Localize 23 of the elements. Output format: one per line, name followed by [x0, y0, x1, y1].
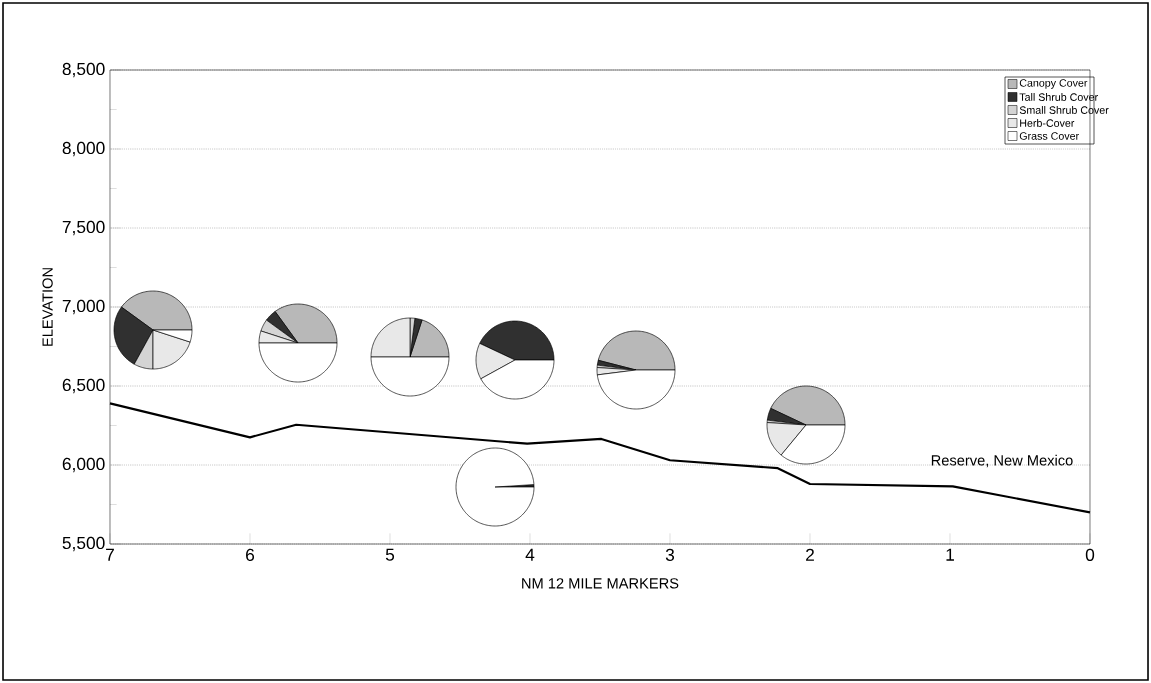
y-tick-label: 8,000 — [62, 141, 105, 157]
x-tick-label: 7 — [106, 548, 114, 561]
x-tick-label: 0 — [1085, 548, 1095, 561]
x-tick-label: 1 — [946, 548, 954, 561]
y-tick-label: 7,000 — [62, 299, 105, 315]
legend-label: Grass Cover — [1019, 132, 1079, 140]
legend-label: Herb-Cover — [1020, 119, 1075, 127]
legend-label: Small Shrub Cover — [1019, 106, 1109, 114]
y-tick-label: 5,500 — [62, 536, 105, 552]
y-tick-label: 7,500 — [62, 220, 105, 236]
x-tick-label: 5 — [385, 548, 395, 561]
y-tick-label: 8,500 — [62, 62, 105, 78]
y-axis-title: ELEVATION — [42, 268, 53, 346]
x-tick-label: 6 — [246, 548, 255, 561]
y-tick-label: 6,000 — [62, 457, 105, 473]
x-tick-label: 2 — [806, 548, 814, 561]
x-tick-label: 4 — [525, 548, 535, 561]
x-axis-title: NM 12 MILE MARKERS — [522, 578, 679, 589]
legend-label: Canopy Cover — [1019, 79, 1088, 89]
y-tick-label: 6,500 — [62, 378, 105, 394]
legend-label: Tall Shrub Cover — [1019, 93, 1098, 101]
annotation: Reserve, New Mexico — [931, 454, 1073, 468]
x-tick-label: 3 — [665, 548, 675, 561]
